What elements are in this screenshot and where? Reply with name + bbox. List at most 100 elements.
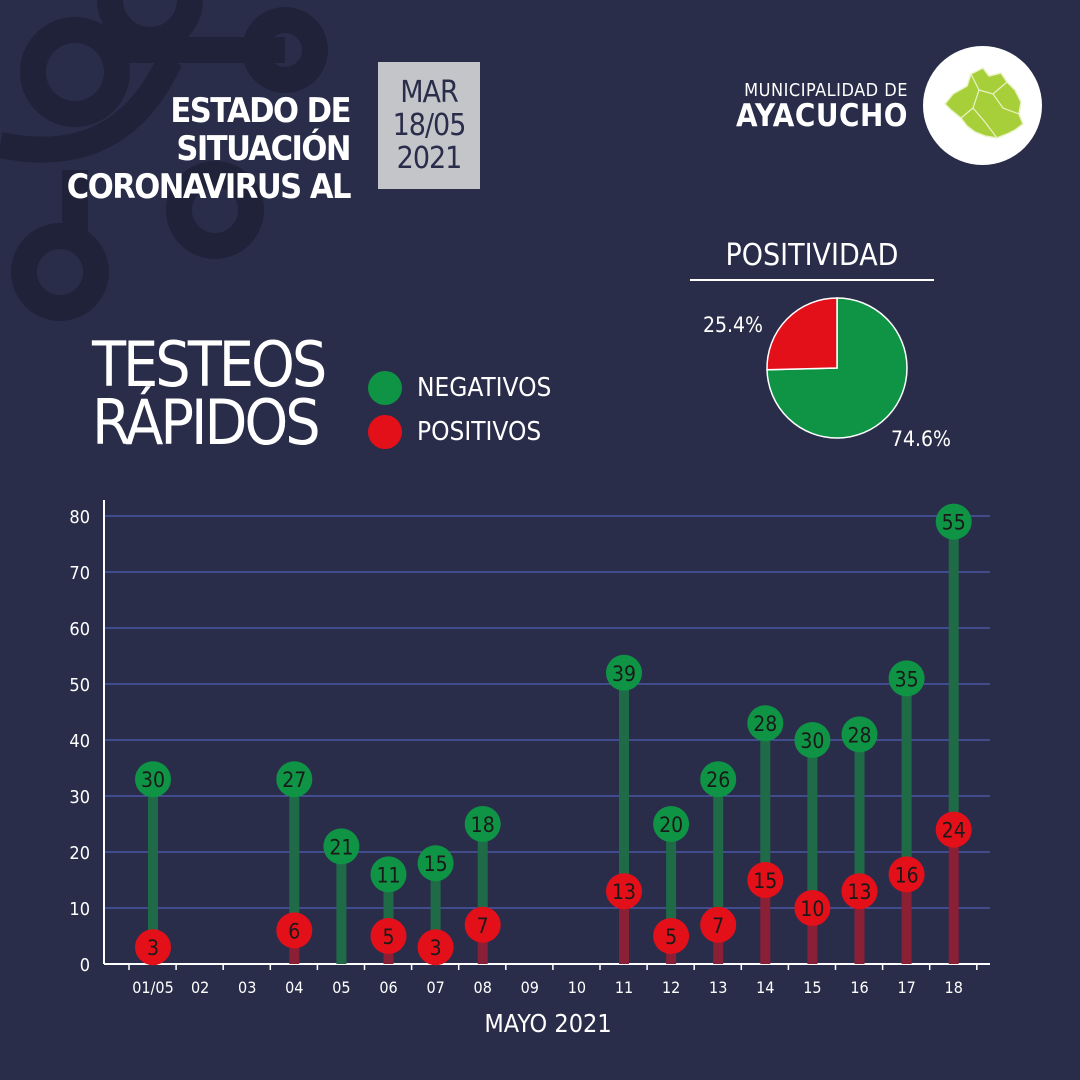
negative-stem	[713, 779, 724, 925]
positive-data-label: 5	[665, 925, 677, 949]
x-tick-label: 13	[709, 978, 727, 997]
header-title-line2: CORONAVIRUS AL	[66, 167, 352, 207]
negative-marker	[653, 806, 690, 842]
negative-data-label: 26	[706, 768, 730, 792]
header-title: ESTADO DE SITUACIÓN CORONAVIRUS AL	[0, 91, 352, 207]
organization-line1: MUNICIPALIDAD DE	[744, 80, 908, 101]
negative-marker	[935, 503, 972, 540]
positive-marker	[370, 918, 407, 954]
positive-stem	[948, 829, 959, 964]
negative-stem	[148, 779, 158, 948]
positive-data-label: 5	[382, 925, 394, 949]
positive-marker	[747, 862, 784, 898]
negative-marker	[323, 828, 360, 865]
x-tick-label: 09	[521, 978, 539, 997]
negative-data-label: 30	[800, 729, 824, 753]
positive-data-label: 24	[942, 819, 966, 843]
x-tick-label: 10	[568, 978, 586, 997]
x-tick-label: 05	[332, 978, 350, 997]
pie-label-positive: 25.4%	[703, 313, 763, 337]
positive-data-label: 7	[712, 914, 724, 938]
y-tick-label: 10	[69, 899, 90, 920]
negative-stem	[666, 824, 677, 936]
x-tick-label: 06	[379, 978, 397, 997]
tests-title: TESTEOS RÁPIDOS	[92, 328, 327, 459]
background-network-graphic	[0, 0, 328, 321]
y-tick-label: 70	[69, 563, 90, 584]
positive-stem	[854, 891, 865, 964]
negative-data-label: 30	[141, 768, 165, 792]
x-tick-label: 14	[756, 978, 774, 997]
x-tick-label: 17	[897, 978, 915, 997]
positivity-pie-chart: 25.4% 74.6%	[703, 297, 951, 451]
positivity-title: POSITIVIDAD	[690, 238, 934, 281]
negative-stem	[901, 678, 912, 875]
ayacucho-logo	[923, 46, 1042, 165]
positive-data-label: 7	[477, 914, 489, 938]
negative-data-label: 18	[471, 813, 495, 837]
positive-marker	[417, 929, 454, 966]
pie-label-negative: 74.6%	[891, 427, 951, 451]
positive-stem	[760, 880, 771, 964]
positive-stem	[807, 908, 818, 964]
positive-data-label: 6	[288, 919, 300, 943]
positive-marker	[888, 856, 925, 893]
positive-marker	[464, 906, 501, 943]
negative-marker	[606, 654, 642, 691]
organization-line2: AYACUCHO	[735, 98, 908, 134]
x-tick-label: 03	[238, 978, 256, 997]
legend-positive-dot	[368, 415, 402, 449]
negative-stem	[948, 521, 959, 830]
positive-data-label: 13	[847, 880, 871, 904]
x-tick-label: 12	[662, 978, 680, 997]
positive-marker	[276, 912, 313, 949]
region-map-icon	[943, 67, 1024, 139]
date-year: 2021	[396, 141, 463, 176]
negative-stem	[619, 672, 629, 892]
positive-data-label: 3	[430, 936, 442, 960]
negative-stem	[760, 723, 771, 880]
x-tick-label: 18	[945, 978, 963, 997]
positive-marker	[935, 811, 972, 848]
negative-data-label: 20	[659, 813, 683, 837]
negative-marker	[464, 806, 501, 842]
positive-data-label: 16	[895, 863, 919, 887]
organization-name: MUNICIPALIDAD DE AYACUCHO	[735, 80, 908, 134]
positive-marker	[841, 873, 878, 910]
negative-marker	[747, 705, 784, 742]
tests-title-line2: RÁPIDOS	[92, 386, 321, 459]
negative-stem	[336, 846, 347, 964]
positive-stem	[477, 924, 488, 964]
chart-legend: NEGATIVOS POSITIVOS	[368, 366, 551, 454]
negative-stem	[477, 824, 488, 925]
positive-data-label: 15	[753, 869, 777, 893]
y-tick-label: 60	[69, 619, 90, 640]
negative-marker	[841, 716, 878, 753]
x-tick-label: 16	[850, 978, 868, 997]
y-tick-label: 30	[69, 787, 90, 808]
x-tick-label: 01/05	[132, 978, 173, 997]
negative-stem	[854, 734, 865, 892]
y-tick-label: 80	[69, 507, 90, 528]
negative-data-label: 55	[942, 511, 966, 535]
x-tick-label: 15	[803, 978, 821, 997]
negative-stem	[807, 740, 818, 908]
positive-marker	[135, 929, 171, 966]
positive-data-label: 10	[800, 897, 824, 921]
y-tick-label: 40	[69, 731, 90, 752]
legend-positive-label: POSITIVOS	[417, 417, 542, 447]
legend-negative-label: NEGATIVOS	[417, 373, 552, 403]
positive-marker	[794, 890, 831, 926]
x-axis-title: MAYO 2021	[484, 1009, 611, 1038]
negative-marker	[700, 761, 737, 798]
header-title-line1: ESTADO DE SITUACIÓN	[170, 91, 351, 169]
tests-title-line1: TESTEOS	[92, 328, 327, 401]
positive-data-label: 13	[612, 880, 636, 904]
negative-marker	[794, 722, 831, 758]
legend-item-positive: POSITIVOS	[368, 410, 551, 454]
negative-marker	[888, 660, 925, 697]
y-tick-label: 20	[69, 843, 90, 864]
negative-marker	[370, 856, 407, 893]
negative-data-label: 21	[329, 835, 353, 859]
positive-marker	[700, 906, 737, 943]
